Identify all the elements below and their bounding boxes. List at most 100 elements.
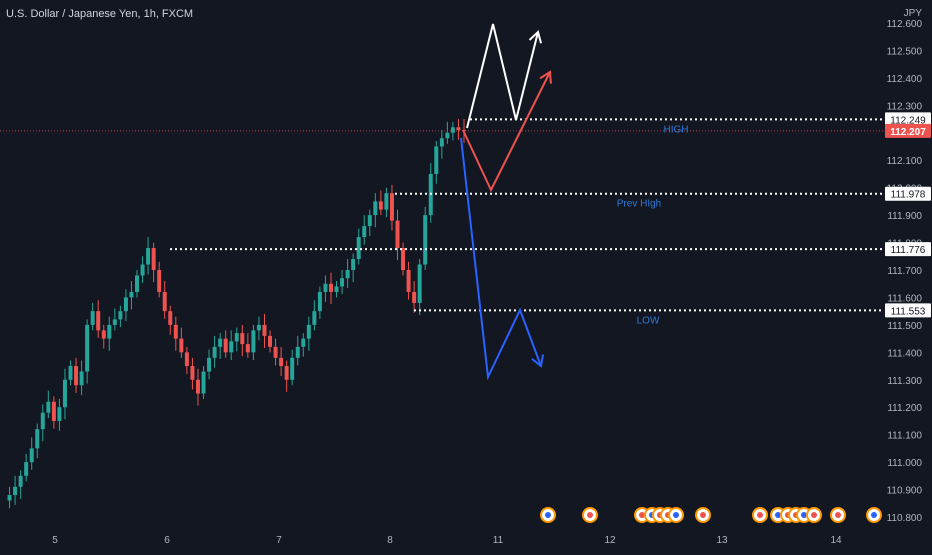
chart-title: U.S. Dollar / Japanese Yen, 1h, FXCM [6,8,194,20]
candle-body [96,311,101,331]
candle-body [434,146,439,174]
candle-body [345,270,350,279]
candle-body [29,448,34,463]
event-flag-dot-icon [835,512,841,518]
candle-body [273,346,278,358]
event-flag-dot-icon [700,512,706,518]
price-tick-label: 110.800 [887,513,923,524]
event-flag-dot-icon [545,512,551,518]
candle-body [229,341,234,353]
candle-body [328,283,333,292]
candle-body [256,324,261,331]
candle-body [162,291,167,312]
candle-body [79,371,84,386]
candle-body [323,283,328,292]
price-tick-label: 112.600 [887,19,923,30]
candle-body [284,366,289,380]
time-tick-label: 8 [387,535,393,546]
candle-body [423,215,428,265]
arrow-head-red [539,70,552,84]
candle-body [190,366,195,380]
projection-arrow-red[interactable] [462,71,551,193]
level-prev-high-text: Prev HIgh [617,199,661,210]
candle-body [157,270,162,292]
price-tick-label: 112.500 [887,46,923,57]
candle-body [456,127,461,131]
candle-body [112,319,117,325]
candle-body [351,259,356,270]
candle-body [240,333,245,345]
level-high-price-label: 112.249 [890,115,926,126]
candle-body [268,335,273,347]
price-tick-label: 111.700 [887,266,922,277]
candle-body [18,475,23,487]
time-tick-label: 11 [493,535,504,546]
price-tick-label: 111.200 [887,403,922,414]
level-mid-price-label: 111.776 [891,245,926,256]
candle-body [450,127,455,133]
candle-body [417,264,422,303]
candle-body [234,333,239,342]
candle-body [378,201,383,210]
candle-body [40,412,45,430]
candle-body [212,346,217,358]
candle-body [223,338,228,353]
current-price-label: 112.207 [890,127,926,138]
price-tick-label: 110.900 [887,486,923,497]
event-flag-dot-icon [587,512,593,518]
candle-body [445,132,450,139]
candle-body [301,338,306,347]
time-tick-label: 13 [716,535,728,546]
candle-body [195,379,200,394]
level-prev-high-price-label: 111.978 [891,190,926,201]
level-low-price-box [885,303,931,318]
candle-body [62,379,67,408]
price-tick-label: 111.300 [887,376,922,387]
candle-body [146,248,151,265]
event-flag-dot-icon [811,512,817,518]
candle-body [184,352,189,367]
candle-body [85,324,90,372]
currency-label: JPY [904,8,923,19]
candle-body [245,344,250,353]
candle-body [401,248,406,270]
candle-body [218,338,223,347]
candle-body [290,357,295,380]
current-price-tag [885,123,931,138]
time-tick-label: 5 [52,535,58,546]
event-flag-dot-icon [639,512,645,518]
level-low-text: LOW [637,315,660,326]
candle-body [168,311,173,325]
projection-arrow-white[interactable] [466,23,539,129]
candle-body [384,193,389,210]
level-low-price-label: 111.553 [891,306,926,317]
arrow-head-blue [531,354,544,368]
price-tick-label: 112.300 [887,101,923,112]
price-tick-label: 111.000 [887,458,922,469]
candle-body [13,486,18,496]
time-tick-label: 6 [164,535,170,546]
price-tick-label: 111.100 [887,431,922,442]
candle-body [179,338,184,353]
candle-body [306,324,311,339]
candle-body [140,264,145,276]
candle-body [201,371,206,394]
candle-body [90,311,95,325]
candle-body [101,330,106,339]
level-high-price-box [885,112,931,127]
candle-body [412,291,417,303]
event-flag-dot-icon [801,512,807,518]
candle-body [151,248,156,270]
candle-body [7,495,12,501]
candle-body [173,324,178,339]
candle-body [389,193,394,221]
price-tick-label: 112.100 [887,156,923,167]
candle-body [207,357,212,372]
price-tick-label: 111.900 [887,211,922,222]
level-high-text: HIGH [664,124,689,135]
projection-arrow-blue[interactable] [460,137,542,381]
candle-body [24,462,29,476]
candle-body [367,215,372,227]
